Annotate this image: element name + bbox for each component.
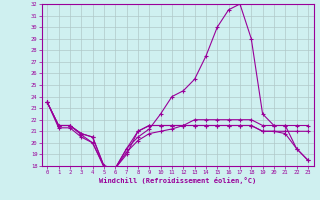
X-axis label: Windchill (Refroidissement éolien,°C): Windchill (Refroidissement éolien,°C) xyxy=(99,177,256,184)
